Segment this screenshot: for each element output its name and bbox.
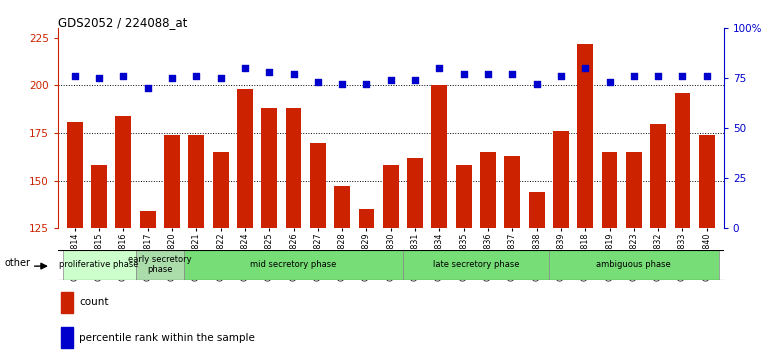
Bar [504, 156, 521, 228]
Bar [140, 211, 156, 228]
Point [531, 81, 543, 87]
Bar [431, 85, 447, 228]
Bar [286, 108, 301, 228]
Bar [407, 158, 423, 228]
Bar [213, 152, 229, 228]
Point [676, 74, 688, 79]
Bar [189, 135, 204, 228]
Bar [261, 108, 277, 228]
Point [142, 86, 154, 91]
Text: percentile rank within the sample: percentile rank within the sample [79, 333, 255, 343]
Text: count: count [79, 297, 109, 307]
Bar [164, 135, 180, 228]
Point [554, 74, 567, 79]
Text: early secretory
phase: early secretory phase [128, 255, 192, 274]
Bar [601, 152, 618, 228]
Bar [578, 44, 593, 228]
Point [360, 81, 373, 87]
Point [385, 78, 397, 83]
Point [628, 74, 640, 79]
Bar [383, 165, 399, 228]
Point [312, 80, 324, 85]
Bar [456, 165, 471, 228]
Point [215, 75, 227, 81]
Text: late secretory phase: late secretory phase [433, 260, 519, 269]
Point [457, 72, 470, 77]
Point [579, 65, 591, 71]
Point [69, 74, 81, 79]
Point [166, 75, 178, 81]
Bar [699, 135, 715, 228]
Bar [549, 250, 719, 280]
Bar [237, 89, 253, 228]
Text: proliferative phase: proliferative phase [59, 260, 139, 269]
Point [652, 74, 665, 79]
Bar [61, 292, 73, 313]
Point [93, 75, 105, 81]
Bar [359, 209, 374, 228]
Text: GDS2052 / 224088_at: GDS2052 / 224088_at [58, 16, 187, 29]
Bar [136, 250, 184, 280]
Bar [184, 250, 403, 280]
Point [434, 65, 446, 71]
Point [409, 78, 421, 83]
Point [482, 72, 494, 77]
Bar [67, 122, 82, 228]
Point [117, 74, 129, 79]
Bar [651, 124, 666, 228]
Bar [310, 143, 326, 228]
Text: mid secretory phase: mid secretory phase [250, 260, 336, 269]
Text: ambiguous phase: ambiguous phase [597, 260, 671, 269]
Point [239, 65, 251, 71]
Bar [116, 116, 131, 228]
Bar [626, 152, 641, 228]
Point [701, 74, 713, 79]
Bar [403, 250, 549, 280]
Point [506, 72, 518, 77]
Text: other: other [5, 258, 31, 268]
Bar [91, 165, 107, 228]
Bar [62, 250, 136, 280]
Bar [480, 152, 496, 228]
Bar [334, 187, 350, 228]
Point [263, 69, 276, 75]
Point [604, 80, 616, 85]
Bar [529, 192, 544, 228]
Point [287, 72, 300, 77]
Bar [553, 131, 569, 228]
Bar [61, 327, 73, 348]
Point [190, 74, 203, 79]
Bar [675, 93, 691, 228]
Point [336, 81, 348, 87]
